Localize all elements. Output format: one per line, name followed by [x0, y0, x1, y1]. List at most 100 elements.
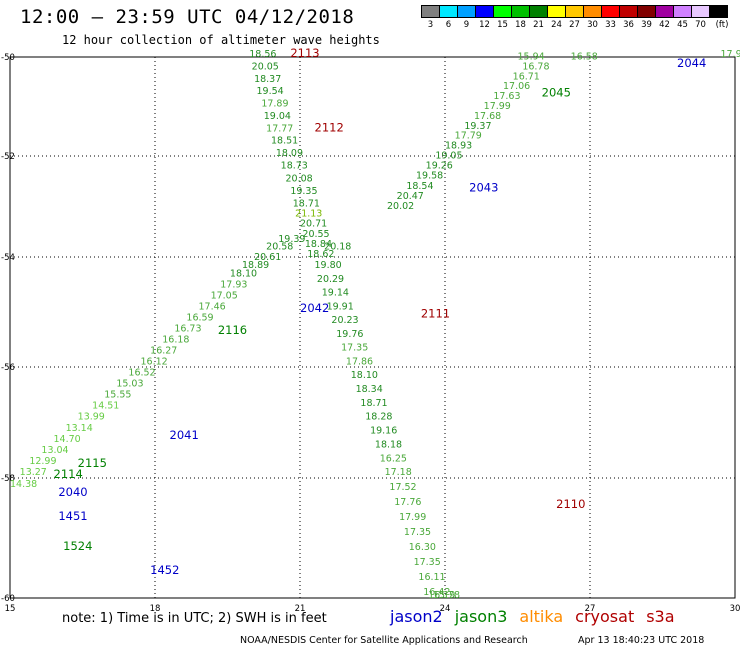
legend-swatch — [709, 5, 728, 18]
lon-tick-label: 30 — [730, 604, 740, 614]
axis-ticks: 15 18 21 24 27 30 -50 -52 -54 -56 -58 -60 — [1, 53, 740, 614]
legend-label: 30 — [587, 20, 598, 30]
map-grid — [9, 56, 736, 599]
swh-value: 17.99 — [484, 101, 511, 112]
satellite-legend-item: s3a — [646, 607, 675, 626]
swh-value: 17.46 — [199, 301, 226, 312]
orbit-label: 2043 — [469, 180, 498, 194]
legend-label: 18 — [515, 20, 526, 30]
swh-value: 18.18 — [375, 439, 402, 450]
swh-value: 19.04 — [264, 111, 291, 122]
swh-value: 17.35 — [414, 557, 441, 568]
swh-value: 17.18 — [385, 467, 412, 478]
swh-value: 18.73 — [281, 161, 308, 172]
swh-value: 20.71 — [300, 219, 327, 230]
lat-tick-label: -56 — [1, 363, 15, 373]
swh-value: 17.86 — [346, 356, 373, 367]
swh-value: 20.55 — [302, 229, 329, 240]
lat-tick-label: -52 — [1, 152, 15, 162]
lon-tick-label: 18 — [150, 604, 161, 614]
swh-value: 17.05 — [211, 290, 238, 301]
orbit-label: 2045 — [542, 86, 571, 100]
swh-value: 12.99 — [29, 456, 56, 467]
orbit-label: 2116 — [218, 323, 247, 337]
swh-value: 17.63 — [493, 91, 520, 102]
orbit-label: 2044 — [677, 56, 706, 70]
swh-value: 17.35 — [404, 527, 431, 538]
swh-value: 16.78 — [522, 61, 549, 72]
swh-value: 14.70 — [54, 434, 81, 445]
legend-label: 45 — [677, 20, 688, 30]
map-frame — [9, 56, 736, 599]
swh-value: 17.68 — [474, 111, 501, 122]
swh-value: 20.18 — [324, 241, 351, 252]
orbit-label: 1451 — [58, 509, 87, 523]
orbit-label: 2041 — [170, 428, 199, 442]
swh-value: 17.35 — [341, 343, 368, 354]
swh-value: 19.91 — [327, 301, 354, 312]
swh-value: 15.78 — [433, 590, 460, 601]
swh-value: 16.30 — [409, 542, 436, 553]
map-title: 12:00 — 23:59 UTC 04/12/2018 — [20, 6, 355, 28]
swh-value: 18.89 — [242, 260, 269, 271]
swh-value: 17.79 — [455, 131, 482, 142]
swh-value: 17.76 — [394, 497, 421, 508]
swh-value: 20.47 — [397, 191, 424, 202]
legend-label: 42 — [659, 20, 670, 30]
swh-value: 17.95 — [721, 49, 740, 60]
swh-value: 18.34 — [356, 384, 383, 395]
swh-value: 15.03 — [116, 378, 143, 389]
swh-value: 19.14 — [322, 288, 349, 299]
swh-value: 18.09 — [276, 148, 303, 159]
swh-value: 16.19 — [428, 590, 455, 601]
swh-value: 16.71 — [513, 71, 540, 82]
swh-value: 16.59 — [186, 312, 213, 323]
swh-value: 19.26 — [426, 161, 453, 172]
swh-value: 19.54 — [257, 86, 284, 97]
orbit-label: 2111 — [421, 307, 450, 321]
legend-label: 3 — [427, 20, 434, 30]
orbit-label: 2113 — [290, 46, 319, 60]
swh-value: 16.73 — [174, 323, 201, 334]
swh-value: 19.80 — [315, 260, 342, 271]
swh-value: 19.37 — [464, 121, 491, 132]
swh-value: 18.84 — [305, 239, 332, 250]
swh-value: 20.58 — [266, 241, 293, 252]
swh-value: 19.39 — [278, 234, 305, 245]
swh-value: 17.06 — [503, 81, 530, 92]
swh-value: 20.29 — [317, 274, 344, 285]
swh-value: 18.51 — [271, 136, 298, 147]
swh-value: 17.52 — [389, 482, 416, 493]
swh-value: 16.42 — [423, 587, 450, 598]
orbit-label: 2040 — [58, 485, 87, 499]
legend-label: 36 — [623, 20, 634, 30]
orbit-label: 2112 — [315, 120, 344, 134]
satellite-legend-item: jason3 — [454, 607, 508, 626]
swh-value: 18.71 — [293, 199, 320, 210]
swh-value: 14.38 — [10, 479, 37, 490]
swh-value: 15.94 — [518, 51, 545, 62]
lat-tick-label: -58 — [1, 474, 15, 484]
swh-value: 19.16 — [370, 426, 397, 437]
footer-credit: NOAA/NESDIS Center for Satellite Applica… — [240, 635, 528, 646]
lon-tick-label: 27 — [585, 604, 596, 614]
swh-value: 16.58 — [571, 51, 598, 62]
swh-value: 16.25 — [380, 453, 407, 464]
swh-value: 16.11 — [418, 572, 445, 583]
legend-label: 39 — [641, 20, 652, 30]
lat-tick-label: -50 — [1, 53, 15, 63]
lat-tick-label: -54 — [1, 253, 15, 263]
legend-label: 70 — [695, 20, 706, 30]
swh-value: 18.54 — [406, 181, 433, 192]
swh-value: 18.10 — [230, 268, 257, 279]
legend-label: 24 — [551, 20, 562, 30]
legend-label: 15 — [497, 20, 508, 30]
swh-value: 21.13 — [295, 209, 322, 220]
legend-unit: (ft) — [715, 20, 729, 30]
lon-tick-label: 21 — [295, 604, 306, 614]
lon-tick-label: 15 — [5, 604, 16, 614]
satellite-legend-item: altika — [519, 607, 564, 626]
swh-value: 16.12 — [141, 356, 168, 367]
swh-value: 18.37 — [254, 74, 281, 85]
